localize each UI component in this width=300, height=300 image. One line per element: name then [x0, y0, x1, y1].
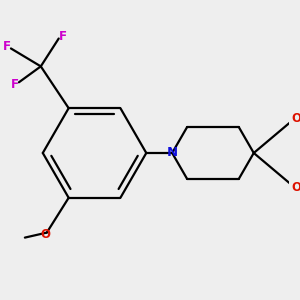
Text: N: N — [167, 146, 178, 160]
Text: O: O — [41, 228, 51, 241]
Text: F: F — [59, 30, 67, 43]
Text: O: O — [292, 181, 300, 194]
Text: F: F — [3, 40, 11, 53]
Text: F: F — [11, 78, 19, 91]
Text: O: O — [292, 112, 300, 125]
